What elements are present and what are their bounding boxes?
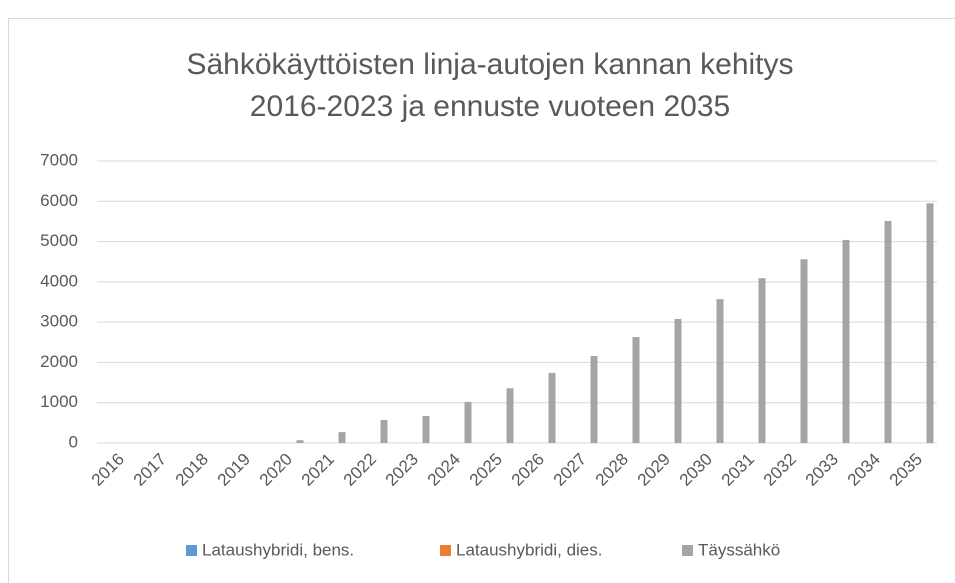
legend-label: Lataushybridi, bens. xyxy=(202,540,354,559)
legend-swatch xyxy=(186,545,197,556)
bar xyxy=(758,278,766,443)
bar xyxy=(296,440,304,443)
bar xyxy=(422,416,430,443)
bar xyxy=(380,420,388,443)
chart-frame xyxy=(8,18,955,583)
y-tick-label: 0 xyxy=(69,432,78,451)
y-tick-label: 3000 xyxy=(40,312,78,331)
legend-swatch xyxy=(682,545,693,556)
bar xyxy=(884,221,892,443)
y-tick-label: 6000 xyxy=(40,191,78,210)
bar xyxy=(800,259,808,443)
bar xyxy=(716,299,724,443)
bar xyxy=(842,239,850,443)
legend-swatch xyxy=(440,545,451,556)
legend-label: Lataushybridi, dies. xyxy=(456,540,602,559)
y-tick-label: 4000 xyxy=(40,271,78,290)
y-tick-label: 5000 xyxy=(40,231,78,250)
chart-title: 2016-2023 ja ennuste vuoteen 2035 xyxy=(250,90,730,123)
y-tick-label: 2000 xyxy=(40,352,78,371)
y-tick-label: 7000 xyxy=(40,150,78,169)
bar xyxy=(926,203,934,443)
bar xyxy=(674,318,682,443)
bar xyxy=(464,401,472,443)
bar xyxy=(548,372,556,443)
y-tick-label: 1000 xyxy=(40,392,78,411)
bar xyxy=(338,432,346,443)
bar xyxy=(590,355,598,443)
legend-label: Täyssähkö xyxy=(698,540,780,559)
chart-title: Sähkökäyttöisten linja-autojen kannan ke… xyxy=(186,48,793,81)
bar xyxy=(632,337,640,443)
bar xyxy=(506,388,514,443)
